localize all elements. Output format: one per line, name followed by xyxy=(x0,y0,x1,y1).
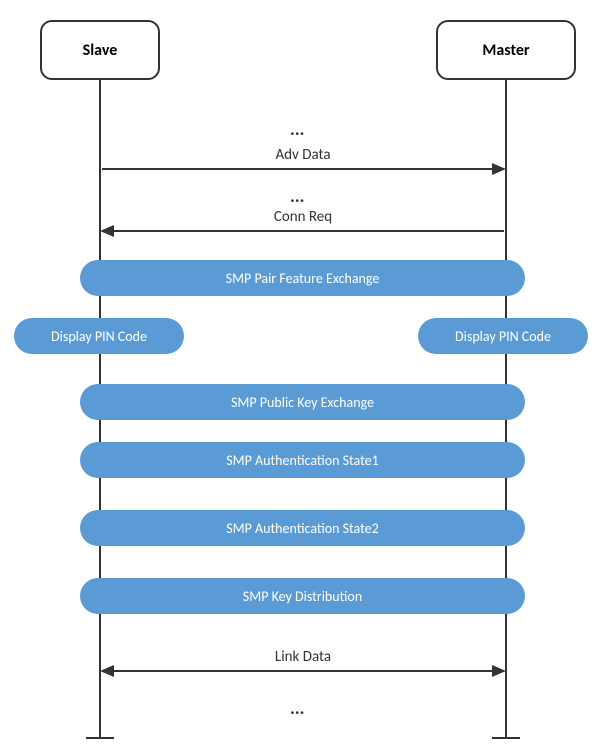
arrow-left-1 xyxy=(100,225,114,237)
step-4: SMP Authentication State1 xyxy=(80,442,525,478)
participant-slave: Slave xyxy=(40,20,160,80)
step-0: SMP Pair Feature Exchange xyxy=(80,260,525,296)
message-line-0 xyxy=(102,168,504,170)
message-label-1: Conn Req xyxy=(243,208,363,226)
message-line-1 xyxy=(102,230,504,232)
participant-master: Master xyxy=(436,20,576,80)
step-5: SMP Authentication State2 xyxy=(80,510,525,546)
step-label-0: SMP Pair Feature Exchange xyxy=(226,270,380,287)
step-label-4: SMP Authentication State1 xyxy=(226,452,379,469)
step-1: Display PIN Code xyxy=(14,318,184,354)
step-label-1: Display PIN Code xyxy=(51,328,147,345)
step-label-6: SMP Key Distribution xyxy=(243,588,362,605)
step-6: SMP Key Distribution xyxy=(80,578,525,614)
step-label-3: SMP Public Key Exchange xyxy=(231,394,374,411)
step-3: SMP Public Key Exchange xyxy=(80,384,525,420)
arrow-right-2 xyxy=(492,665,506,677)
participant-master-label: Master xyxy=(482,41,529,60)
step-label-2: Display PIN Code xyxy=(455,328,551,345)
step-2: Display PIN Code xyxy=(418,318,588,354)
arrow-right-0 xyxy=(492,163,506,175)
ellipsis-2: ... xyxy=(290,697,304,719)
ellipsis-1: ... xyxy=(290,185,304,207)
ellipsis-0: ... xyxy=(290,118,304,140)
arrow-left-2 xyxy=(100,665,114,677)
message-label-0: Adv Data xyxy=(243,146,363,164)
participant-slave-label: Slave xyxy=(83,41,118,60)
message-line-2 xyxy=(102,670,504,672)
lifeline-end-slave xyxy=(86,737,114,739)
message-label-2: Link Data xyxy=(243,648,363,666)
lifeline-end-master xyxy=(492,737,520,739)
step-label-5: SMP Authentication State2 xyxy=(226,520,379,537)
